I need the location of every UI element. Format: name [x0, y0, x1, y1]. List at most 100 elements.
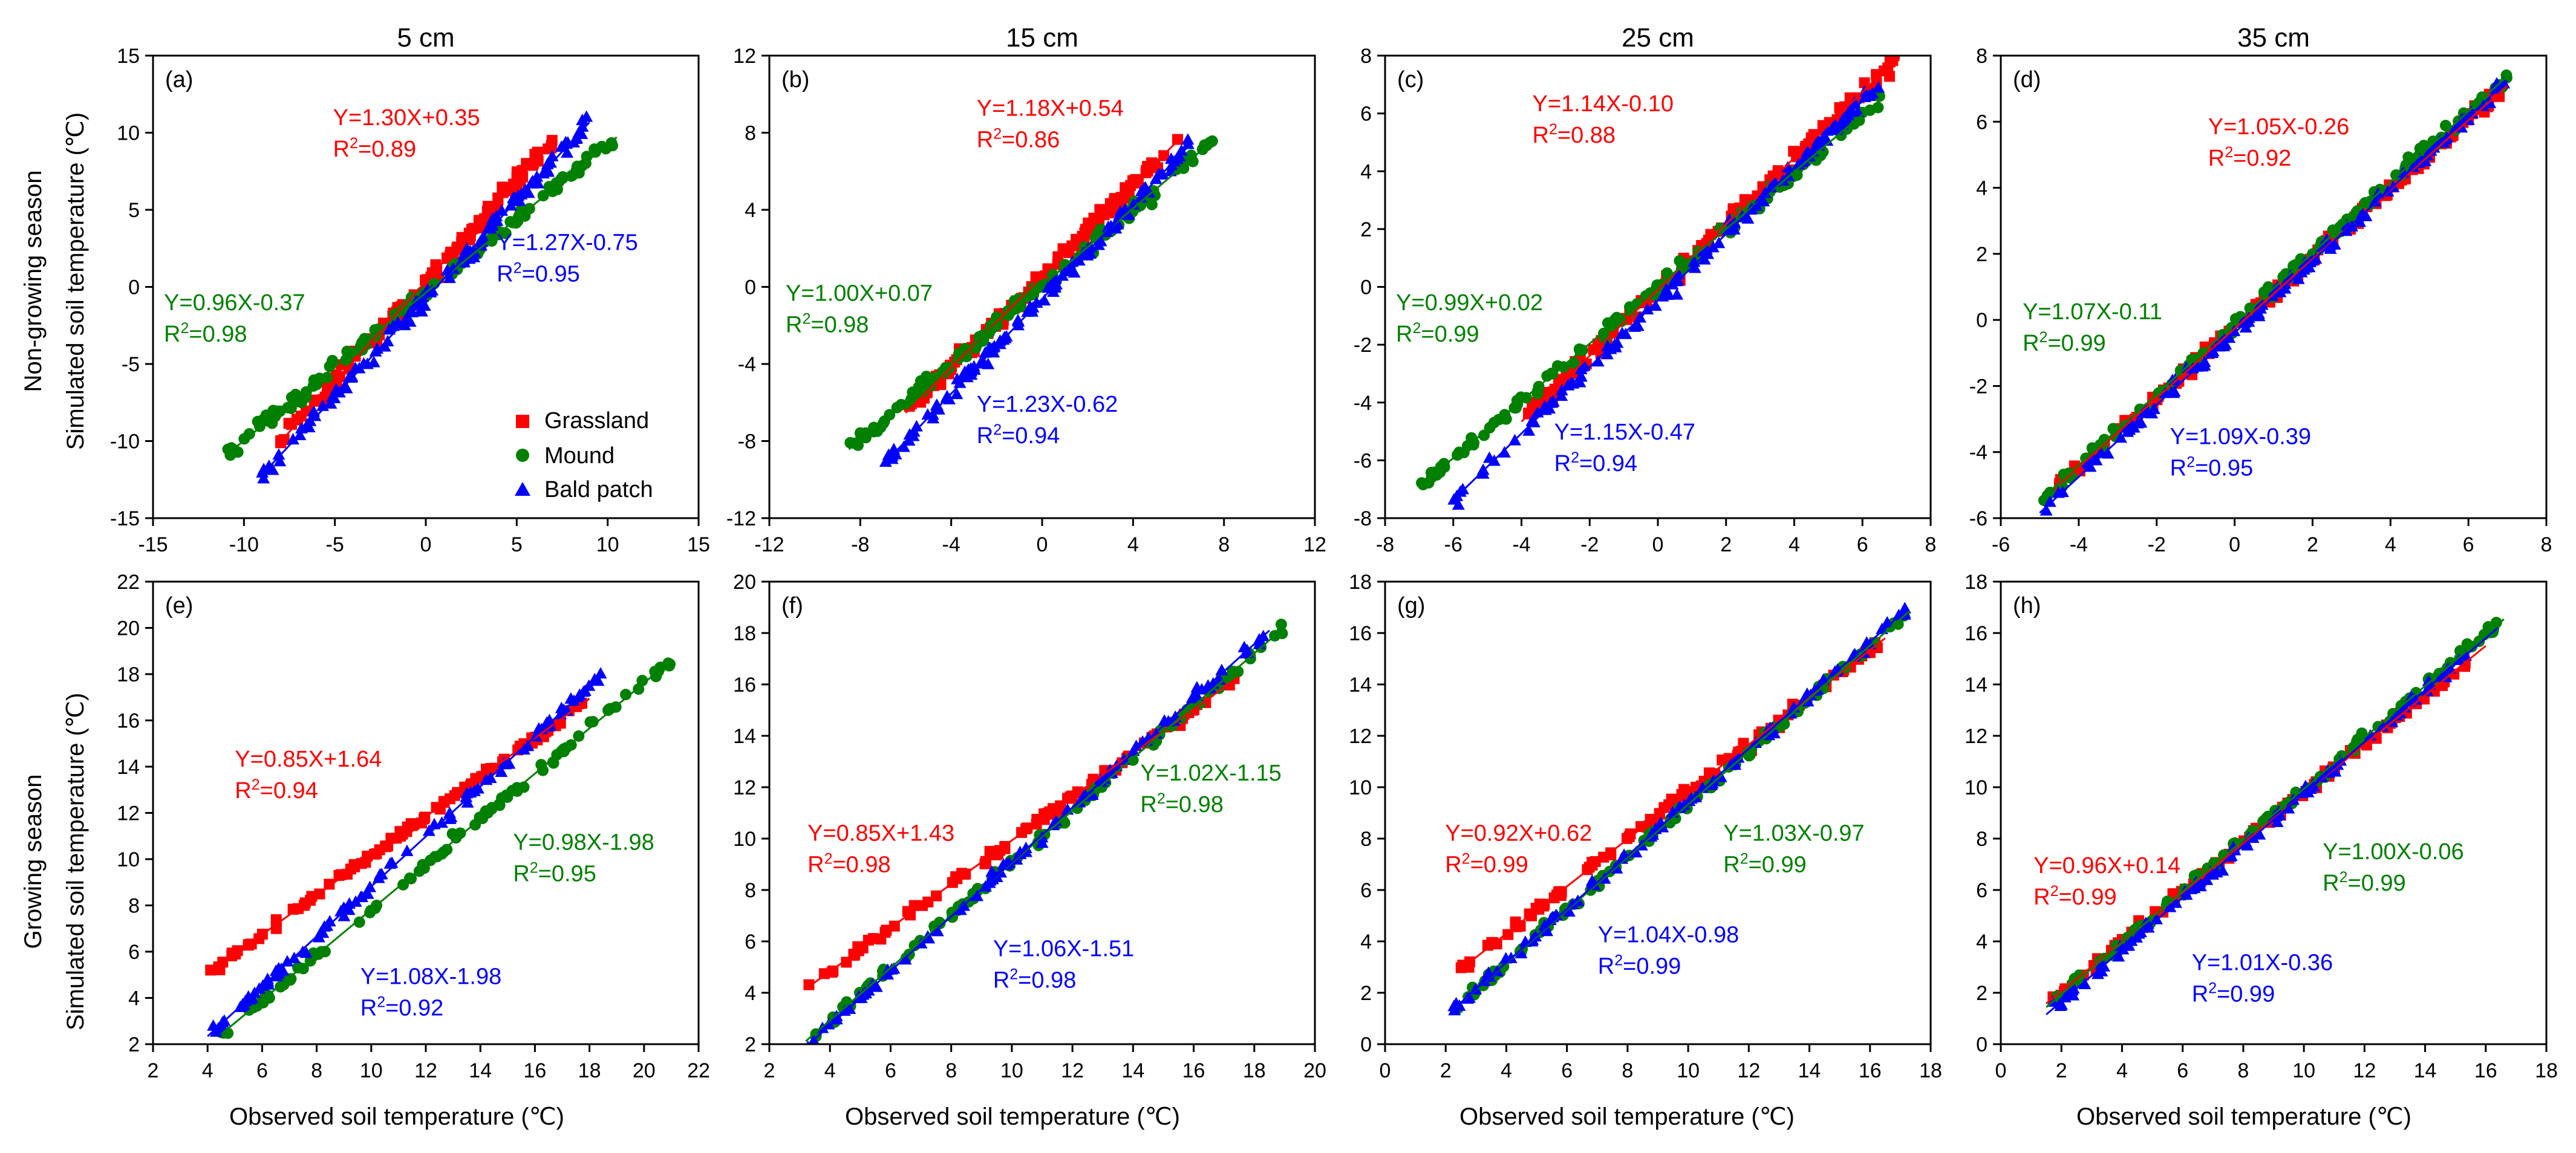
x-tick-label: 18 — [578, 1059, 601, 1082]
bald-patch-point — [2407, 160, 2420, 172]
bald-patch-point — [2210, 866, 2223, 878]
plot-area — [803, 619, 1288, 1044]
x-tick-label: 16 — [2474, 1059, 2497, 1082]
bald-patch-point — [1081, 248, 1094, 261]
regression-equation: Y=1.18X+0.54 — [977, 96, 1124, 121]
x-axis-label-b: Observed soil temperature (℃) — [845, 1103, 1180, 1130]
bald-patch-point — [1767, 727, 1781, 739]
grassland-point — [2150, 906, 2161, 917]
x-tick-label: 12 — [2353, 1059, 2376, 1082]
panel-label: (d) — [2013, 67, 2041, 93]
x-tick-label: 8 — [945, 1059, 957, 1082]
bald-patch-point — [1851, 105, 1865, 117]
plot-frame — [2000, 54, 2548, 519]
panel-e: 2 4 6 8 10 12 14 16 18 20 22246810121416182022(e)Y… — [117, 571, 710, 1082]
legend-marker-bald-patch — [515, 482, 530, 496]
bald-patch-point — [2292, 272, 2305, 284]
row-label-season-bottom: Growing season — [20, 774, 47, 949]
bald-patch-point — [1684, 792, 1698, 804]
regression-equation: Y=1.00X+0.07 — [786, 281, 933, 306]
x-tick-label: 10 — [596, 533, 619, 556]
bald-patch-point — [1687, 255, 1701, 267]
mound-point — [854, 427, 866, 439]
bald-patch-fit-line — [1452, 83, 1880, 501]
row-label-season-top: Non-growing season — [20, 171, 47, 392]
regression-equation: Y=1.14X-0.10 — [1533, 91, 1674, 117]
bald-patch-point — [343, 370, 356, 382]
x-tick-label: 6 — [256, 1059, 268, 1082]
bald-patch-fit-line — [261, 122, 590, 476]
bald-patch-point — [2200, 873, 2214, 885]
bald-patch-point — [2112, 950, 2125, 962]
regression-equation: Y=0.99X+0.02 — [1396, 290, 1543, 316]
bald-patch-point — [985, 865, 999, 877]
plot-frame — [2000, 580, 2548, 1045]
bald-patch-point — [2228, 324, 2241, 336]
bald-patch-point — [971, 889, 984, 901]
bald-patch-point — [495, 765, 508, 777]
x-tick-label: -4 — [1512, 533, 1530, 556]
bald-patch-point — [1562, 905, 1576, 917]
y-tick-label: 18 — [1965, 571, 1987, 594]
bald-patch-point — [1666, 278, 1679, 290]
y-tick-label: 2 — [1976, 982, 1987, 1005]
x-tick-label: -6 — [1992, 533, 2010, 556]
bald-patch-point — [541, 164, 555, 176]
r-squared-value: R2=0.92 — [2208, 144, 2292, 171]
mound-point — [292, 961, 304, 973]
x-tick-label: 20 — [1303, 1059, 1326, 1082]
bald-patch-point — [403, 315, 417, 327]
bald-patch-point — [543, 715, 556, 727]
r-squared-value: R2=0.95 — [513, 860, 596, 887]
bald-patch-point — [361, 887, 374, 899]
regression-equation: Y=1.01X-0.36 — [2192, 950, 2333, 976]
bald-patch-point — [1727, 222, 1741, 235]
bald-patch-point — [461, 796, 474, 808]
y-tick-label: 5 — [128, 199, 140, 222]
y-tick-label: 6 — [745, 931, 756, 953]
bald-patch-point — [521, 739, 535, 752]
panel-label: (b) — [781, 67, 809, 93]
bald-patch-point — [1641, 303, 1654, 315]
bald-patch-point — [1562, 378, 1575, 391]
x-tick-label: -8 — [851, 533, 869, 556]
regression-equation: Y=1.08X-1.98 — [360, 964, 501, 990]
bald-patch-point — [1515, 946, 1528, 958]
y-tick-label: 20 — [733, 571, 756, 594]
mound-point — [868, 426, 880, 438]
bald-patch-point — [1092, 238, 1106, 250]
mound-point — [1467, 439, 1479, 451]
grassland-point — [1455, 962, 1467, 973]
bald-patch-point — [2067, 989, 2080, 1001]
plot-area — [844, 133, 1218, 467]
x-tick-label: 4 — [202, 1059, 214, 1082]
y-tick-label: 10 — [733, 828, 756, 851]
bald-patch-fit-line — [2039, 80, 2508, 514]
bald-patch-point — [400, 844, 414, 856]
regression-equation: Y=1.06X-1.51 — [993, 937, 1134, 962]
bald-patch-point — [484, 219, 497, 232]
bald-patch-point — [950, 388, 964, 400]
mound-point — [2476, 91, 2488, 103]
legend-label-bald-patch: Bald patch — [544, 477, 653, 502]
bald-patch-point — [404, 304, 417, 316]
bald-patch-fit-line — [882, 144, 1191, 466]
bald-patch-point — [1482, 970, 1496, 982]
r-squared-value: R2=0.94 — [1554, 449, 1638, 476]
regression-equation: Y=1.27X-0.75 — [497, 230, 637, 255]
grassland-point — [1567, 368, 1579, 380]
grassland-point — [1669, 793, 1681, 805]
x-tick-label: 10 — [1000, 1059, 1023, 1082]
mound-point — [600, 143, 612, 155]
mound-point — [571, 160, 583, 172]
grassland-point — [543, 143, 554, 155]
x-tick-label: 10 — [2292, 1059, 2315, 1082]
bald-patch-point — [1616, 326, 1629, 339]
bald-patch-point — [982, 357, 995, 369]
panel-g: 0 2 4 6 8 10 12 14 16 18 0 2 4 6 8 10 12 14 16 18 (g) Y=0.92X… — [1349, 571, 1942, 1082]
panel-label: (a) — [165, 67, 193, 93]
x-tick-label: 4 — [2116, 1059, 2128, 1082]
bald-patch-point — [1143, 186, 1156, 198]
y-tick-label: -10 — [110, 430, 140, 453]
y-tick-label: 0 — [1976, 1033, 1987, 1056]
